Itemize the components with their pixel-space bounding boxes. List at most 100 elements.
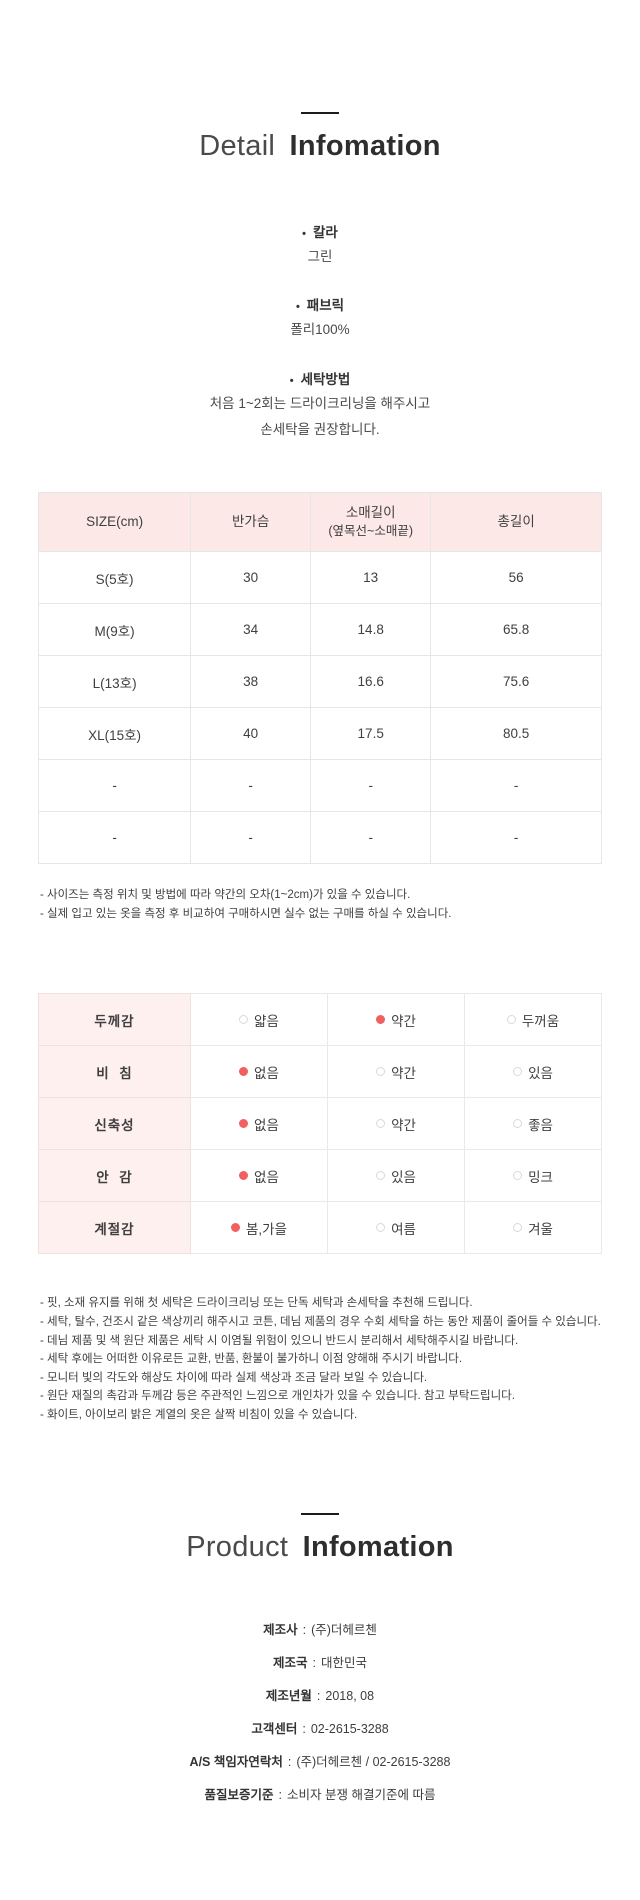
attribute-option-cell: 얇음 bbox=[189, 993, 329, 1047]
bullet-label-text: 칼라 bbox=[313, 225, 338, 240]
product-info-warranty: 품질보증기준: 소비자 분쟁 해결기준에 따름 bbox=[0, 1779, 640, 1812]
product-info-value: (주)더헤르첸 bbox=[311, 1622, 377, 1637]
radio-icon bbox=[230, 1223, 240, 1233]
product-info-label: 고객센터 bbox=[251, 1721, 298, 1736]
product-info-date: 제조년월:2018, 08 bbox=[0, 1680, 640, 1713]
size-table: SIZE(cm) 반가슴 소매길이 (옆목선~소매끝) 총길이 S(5호) 30… bbox=[37, 492, 602, 864]
colon-separator: : bbox=[316, 1688, 321, 1703]
note-line: - 세탁 후에는 어떠한 이유로든 교환, 반품, 환불이 불가하니 이점 양해… bbox=[40, 1353, 463, 1366]
radio-icon bbox=[376, 1015, 386, 1025]
attribute-label: 계절감 bbox=[38, 1201, 191, 1255]
attribute-option: 얇음 bbox=[192, 1010, 326, 1030]
detail-bullet-list: • 칼라 그린 • 패브릭 폴리100% • 세탁방법 처음 1~2회는 드라이크리닝… bbox=[0, 221, 640, 440]
attribute-option: 약간 bbox=[329, 1062, 463, 1082]
title-light-part: Product bbox=[186, 1530, 289, 1563]
radio-icon bbox=[513, 1223, 523, 1233]
radio-icon bbox=[513, 1171, 523, 1181]
size-table-row: L(13호) 38 16.6 75.6 bbox=[37, 655, 602, 708]
colon-separator: : bbox=[312, 1655, 316, 1670]
product-info-as-contact: A/S 책임자연락처: (주)더헤르첸 / 02-2615-3288 bbox=[0, 1746, 640, 1779]
size-cell: M(9호) bbox=[37, 603, 192, 656]
size-table-header-sub: (옆목선~소매끝) bbox=[328, 523, 413, 538]
colon-separator: : bbox=[302, 1721, 306, 1736]
size-cell: L(13호) bbox=[37, 655, 192, 708]
radio-icon bbox=[513, 1067, 523, 1077]
size-table-header: SIZE(cm) 반가슴 소매길이 (옆목선~소매끝) 총길이 bbox=[37, 492, 602, 552]
note-line: - 세탁, 탈수, 건조시 같은 색상끼리 해주시고 코튼, 데님 제품의 경우… bbox=[40, 1315, 601, 1328]
bullet-group-washing: • 세탁방법 처음 1~2회는 드라이크리닝을 해주시고 손세탁을 권장합니다. bbox=[0, 368, 640, 441]
option-label: 두꺼움 bbox=[521, 1013, 560, 1029]
size-cell: - bbox=[310, 759, 432, 812]
attribute-option-cell: 없음 bbox=[189, 1045, 329, 1099]
attribute-option-cell: 여름 bbox=[327, 1201, 465, 1255]
bullet-label-text: 세탁방법 bbox=[300, 371, 351, 387]
bullet-group-fabric: • 패브릭 폴리100% bbox=[0, 294, 640, 340]
colon-separator: : bbox=[287, 1754, 292, 1769]
size-table-header-row: SIZE(cm) 반가슴 소매길이 (옆목선~소매끝) 총길이 bbox=[37, 492, 602, 552]
attribute-table: 두께감 얇음 약간 두꺼움 비 침 없음 약간 있음 신축성 없음 약간 좋음 … bbox=[38, 993, 603, 1255]
attribute-row-sheerness: 비 침 없음 약간 있음 bbox=[38, 1045, 603, 1099]
attribute-row-elasticity: 신축성 없음 약간 좋음 bbox=[38, 1097, 603, 1151]
attribute-option-cell: 없음 bbox=[189, 1097, 329, 1151]
attribute-label: 비 침 bbox=[38, 1045, 191, 1099]
note-line: - 화이트, 아이보리 밝은 계열의 옷은 살짝 비침이 있을 수 있습니다. bbox=[40, 1409, 358, 1421]
note-line: - 모니터 빛의 각도와 해상도 차이에 따라 실제 색상과 조금 달라 보일 … bbox=[40, 1371, 428, 1384]
product-detail-page: Detail Infomation • 칼라 그린 • 패브릭 폴리100% • 세탁… bbox=[0, 112, 640, 1812]
size-table-row: M(9호) 34 14.8 65.8 bbox=[37, 603, 602, 656]
size-cell: 40 bbox=[190, 707, 312, 760]
detail-section-title: Detail Infomation bbox=[0, 130, 640, 163]
title-bold-part: Infomation bbox=[302, 1530, 454, 1563]
radio-icon bbox=[239, 1171, 249, 1181]
product-info-label: 제조사 bbox=[263, 1622, 298, 1637]
size-table-body: S(5호) 30 13 56 M(9호) 34 14.8 65.8 L(13호)… bbox=[37, 551, 602, 864]
title-bold-part: Infomation bbox=[289, 130, 441, 162]
product-info-value: 2018, 08 bbox=[325, 1688, 375, 1703]
attribute-option-cell: 약간 bbox=[327, 993, 465, 1047]
option-label: 약간 bbox=[391, 1065, 416, 1081]
attribute-option-cell: 두꺼움 bbox=[463, 993, 603, 1047]
product-info-value: (주)더헤르첸 / 02-2615-3288 bbox=[296, 1754, 451, 1769]
size-table-header-main: 소매길이 bbox=[345, 505, 396, 521]
size-cell: 13 bbox=[310, 551, 432, 604]
size-table-header-cell: 총길이 bbox=[430, 492, 602, 552]
radio-icon bbox=[376, 1067, 386, 1077]
attribute-option-cell: 좋음 bbox=[463, 1097, 603, 1151]
option-label: 없음 bbox=[254, 1065, 279, 1081]
size-table-row: XL(15호) 40 17.5 80.5 bbox=[37, 707, 602, 760]
size-cell: - bbox=[430, 811, 602, 864]
attribute-option: 없음 bbox=[192, 1062, 326, 1082]
attribute-option: 봄,가을 bbox=[192, 1218, 326, 1238]
size-cell: 34 bbox=[190, 603, 312, 656]
product-info-label: 제조국 bbox=[272, 1655, 308, 1670]
note-line: - 사이즈는 측정 위치 및 방법에 따라 약간의 오차(1~2cm)가 있을 … bbox=[40, 889, 411, 901]
bullet-label: • 세탁방법 bbox=[0, 368, 640, 388]
size-table-row: - - - - bbox=[37, 811, 602, 864]
attribute-option: 밍크 bbox=[466, 1166, 600, 1186]
size-cell: 65.8 bbox=[430, 603, 602, 656]
attribute-option: 여름 bbox=[329, 1218, 463, 1238]
size-table-header-cell: SIZE(cm) bbox=[37, 492, 192, 552]
bullet-group-color: • 칼라 그린 bbox=[0, 221, 640, 267]
attribute-option-cell: 약간 bbox=[327, 1045, 465, 1099]
size-cell: 14.8 bbox=[310, 603, 432, 656]
size-cell: - bbox=[190, 811, 312, 864]
radio-icon bbox=[376, 1223, 386, 1233]
title-light-part: Detail bbox=[199, 130, 276, 162]
radio-icon bbox=[239, 1067, 249, 1077]
heading-divider-line bbox=[301, 112, 339, 114]
note-line: - 실제 입고 있는 옷을 측정 후 비교하여 구매하시면 실수 없는 구매를 … bbox=[40, 907, 452, 920]
size-cell: 17.5 bbox=[310, 707, 432, 760]
attribute-option-cell: 밍크 bbox=[463, 1149, 603, 1203]
attribute-option-cell: 없음 bbox=[189, 1149, 329, 1203]
bullet-label-text: 패브릭 bbox=[306, 298, 345, 314]
care-notes: - 핏, 소재 유지를 위해 첫 세탁은 드라이크리닝 또는 단독 세탁과 손세… bbox=[40, 1294, 620, 1424]
product-info-country: 제조국: 대한민국 bbox=[0, 1647, 640, 1680]
attribute-option-cell: 겨울 bbox=[463, 1201, 603, 1255]
option-label: 밍크 bbox=[528, 1169, 553, 1185]
attribute-option-cell: 봄,가을 bbox=[189, 1201, 329, 1255]
size-cell: 38 bbox=[190, 655, 312, 708]
bullet-icon: • bbox=[302, 228, 306, 240]
attribute-option: 있음 bbox=[466, 1062, 600, 1082]
product-info-value: 대한민국 bbox=[320, 1655, 367, 1670]
size-cell: S(5호) bbox=[37, 551, 192, 604]
